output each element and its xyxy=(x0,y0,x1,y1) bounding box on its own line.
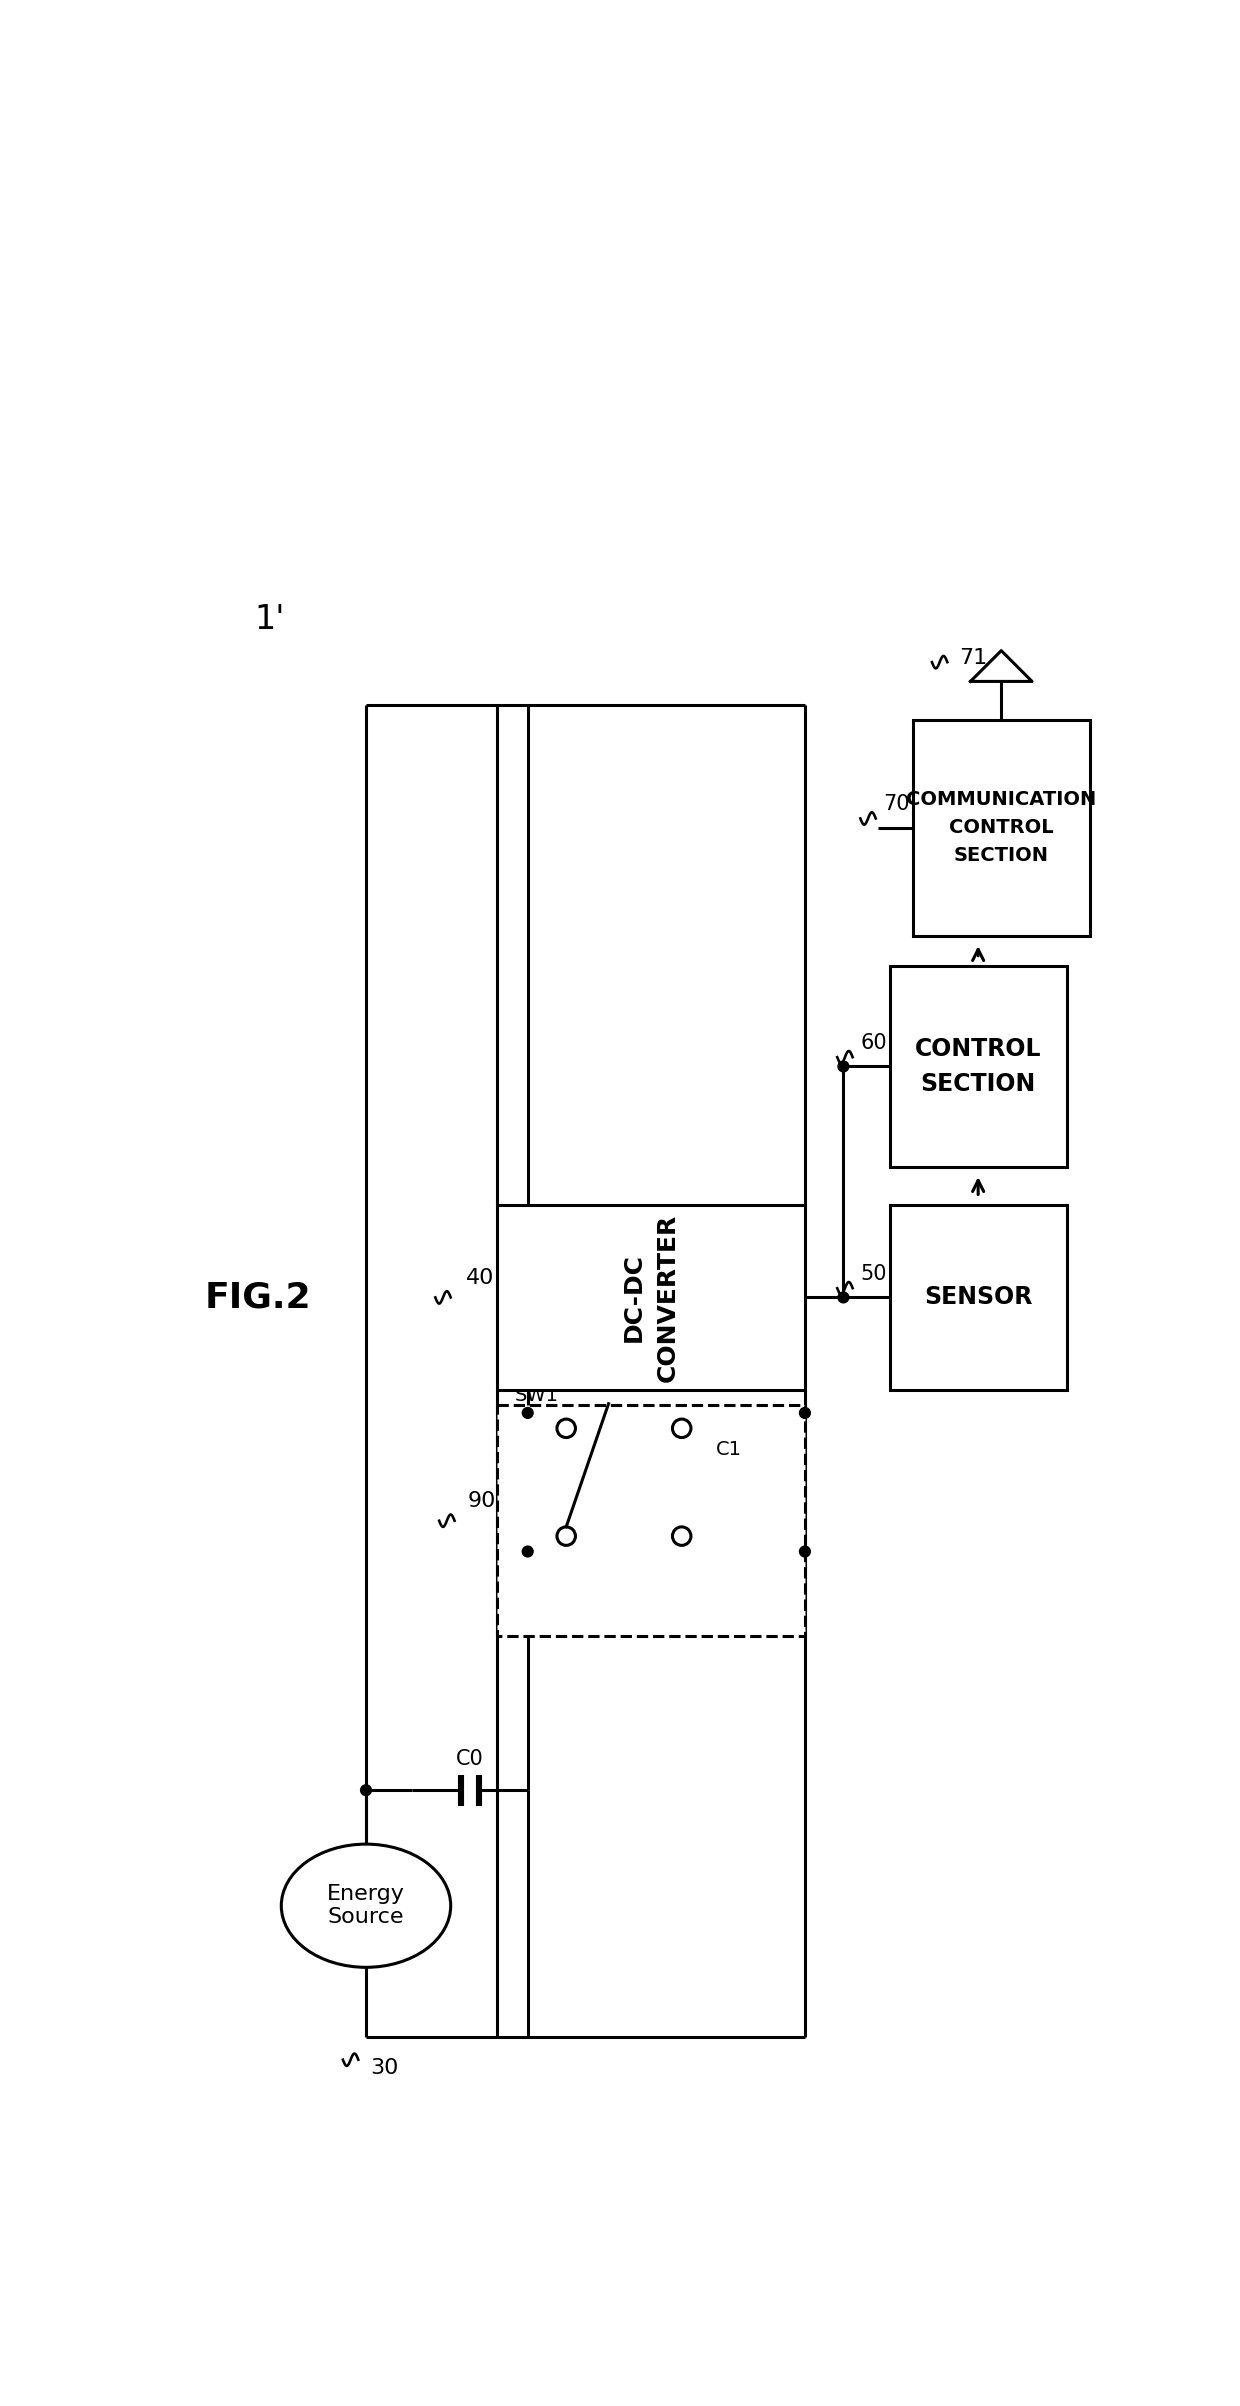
Text: C0: C0 xyxy=(456,1749,484,1768)
Text: DC-DC
CONVERTER: DC-DC CONVERTER xyxy=(622,1213,680,1381)
Circle shape xyxy=(522,1547,533,1557)
Text: SW1: SW1 xyxy=(515,1386,558,1405)
Text: 1': 1' xyxy=(254,604,285,635)
Text: 30: 30 xyxy=(370,2057,398,2079)
Text: CONTROL
SECTION: CONTROL SECTION xyxy=(915,1037,1042,1097)
Circle shape xyxy=(800,1408,810,1417)
Text: Energy
Source: Energy Source xyxy=(327,1884,405,1927)
Text: C1: C1 xyxy=(717,1441,743,1458)
Circle shape xyxy=(522,1408,533,1417)
Bar xyxy=(497,1405,805,1636)
Text: 90: 90 xyxy=(467,1492,496,1511)
Circle shape xyxy=(557,1528,575,1545)
Circle shape xyxy=(672,1528,691,1545)
Text: 50: 50 xyxy=(861,1263,887,1282)
Circle shape xyxy=(838,1061,849,1071)
Text: COMMUNICATION
CONTROL
SECTION: COMMUNICATION CONTROL SECTION xyxy=(906,789,1096,866)
Text: 40: 40 xyxy=(466,1268,495,1287)
Text: 70: 70 xyxy=(883,794,910,813)
Circle shape xyxy=(361,1785,372,1795)
Circle shape xyxy=(838,1292,849,1302)
Bar xyxy=(913,719,1090,936)
Circle shape xyxy=(672,1420,691,1436)
Text: 60: 60 xyxy=(861,1032,887,1051)
Ellipse shape xyxy=(281,1843,450,1968)
Bar xyxy=(889,1205,1066,1391)
Bar xyxy=(497,1205,805,1391)
Text: FIG.2: FIG.2 xyxy=(205,1280,311,1314)
Bar xyxy=(889,967,1066,1167)
Text: 71: 71 xyxy=(959,647,987,669)
Circle shape xyxy=(800,1547,810,1557)
Text: SENSOR: SENSOR xyxy=(924,1285,1033,1309)
Circle shape xyxy=(557,1420,575,1436)
